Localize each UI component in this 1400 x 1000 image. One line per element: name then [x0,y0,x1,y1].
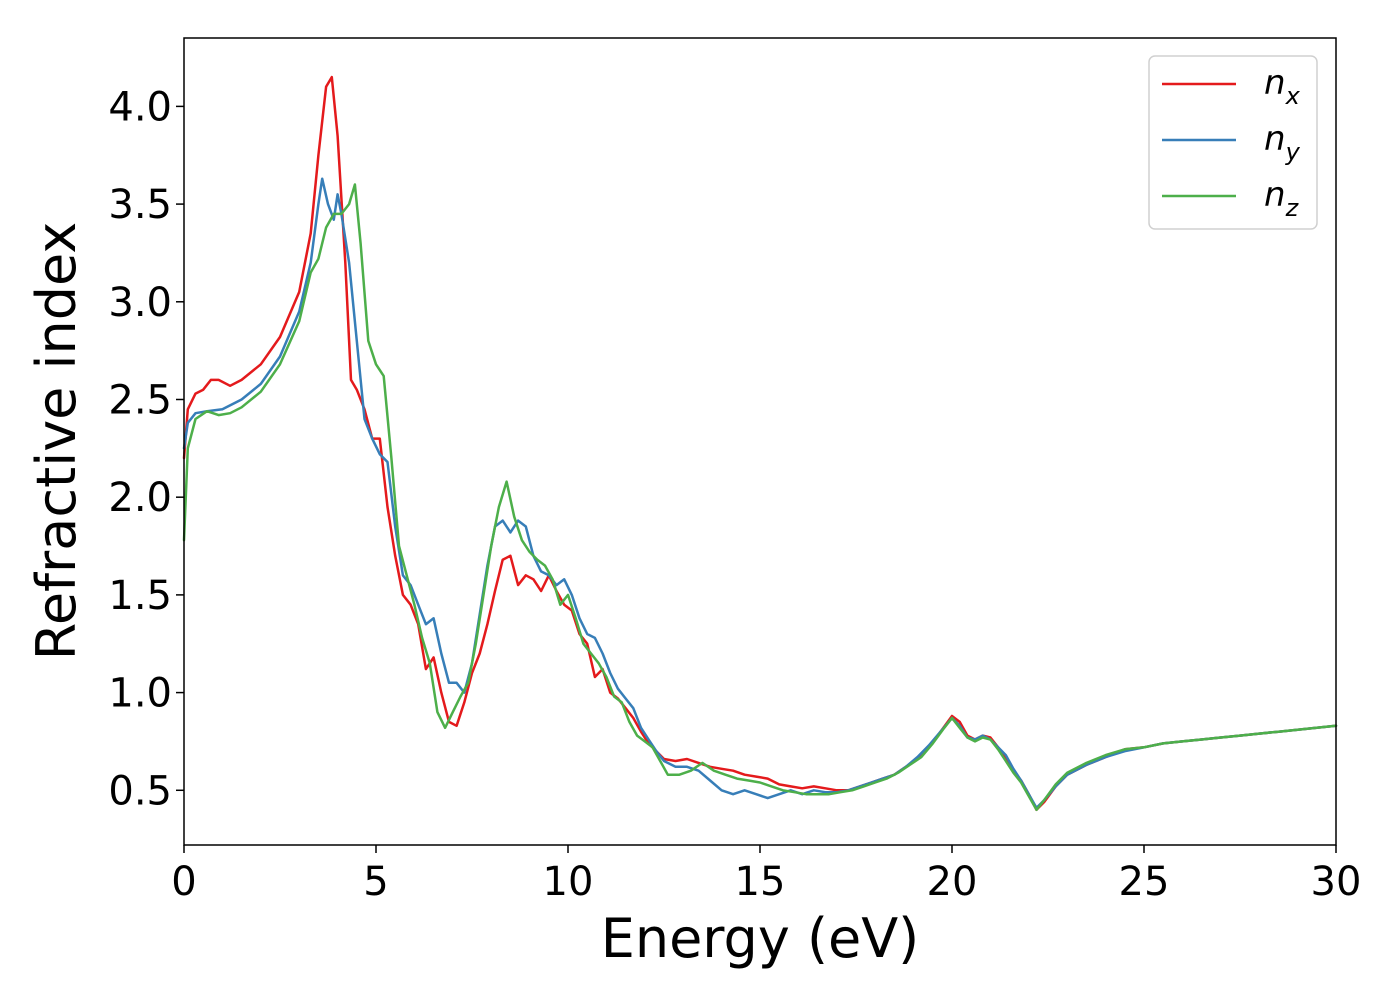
y-tick-label: 4.0 [108,84,172,130]
legend-subscript-y: y [1285,138,1301,166]
legend-subscript-z: z [1285,194,1300,222]
x-tick-label: 30 [1311,859,1362,905]
plot-background [184,38,1336,845]
y-tick-label: 2.5 [108,377,172,423]
series-layer [182,75,1338,812]
x-tick-label: 15 [735,859,786,905]
x-tick-label: 10 [543,859,594,905]
legend-subscript-x: x [1285,82,1301,110]
x-tick-label: 25 [1119,859,1170,905]
series-line-z [182,183,1338,812]
y-tick-label: 1.5 [108,573,172,619]
legend-label-y: ny [1264,119,1301,166]
y-tick-label: 3.5 [108,182,172,228]
y-tick-label: 0.5 [108,768,172,814]
y-axis: 0.5 1.0 1.5 2.0 2.5 3.0 3.5 4.0 [108,84,184,814]
x-tick-label: 20 [927,859,978,905]
y-tick-label: 1.0 [108,671,172,717]
x-tick-label: 5 [363,859,388,905]
x-tick-label: 0 [171,859,196,905]
y-axis-title: Refractive index [25,222,88,661]
x-axis: 0 5 10 15 20 25 30 [171,845,1361,905]
y-tick-label: 3.0 [108,280,172,326]
x-axis-title: Energy (eV) [601,907,920,970]
legend-box [1148,55,1318,230]
y-tick-label: 2.0 [108,475,172,521]
